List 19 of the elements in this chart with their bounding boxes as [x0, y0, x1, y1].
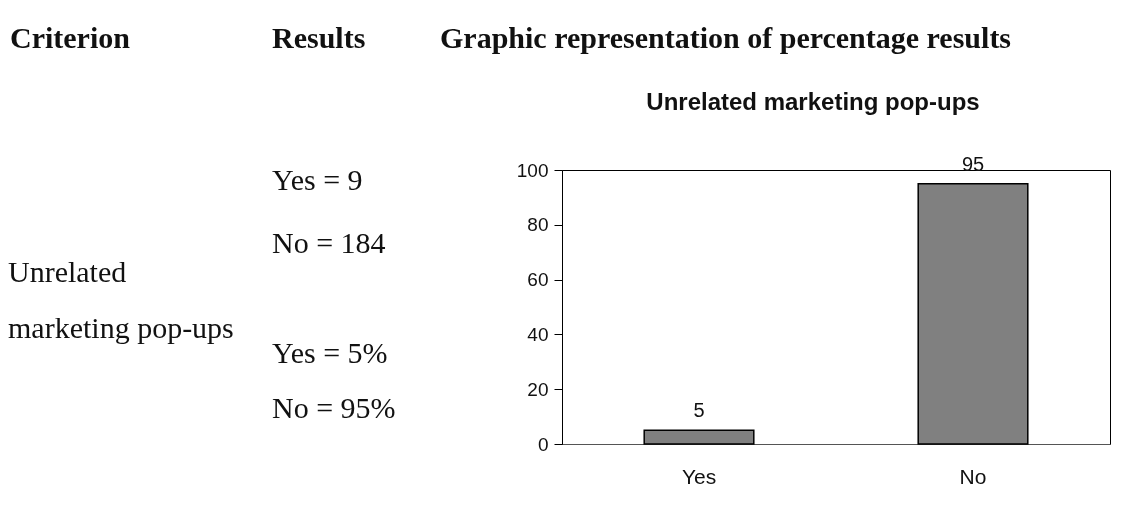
text: No = 95%	[272, 391, 396, 424]
text: Criterion	[10, 21, 130, 54]
y-tick-label: 0	[537, 433, 549, 455]
text: Yes = 5%	[272, 336, 388, 369]
x-tick-label: No	[959, 464, 987, 488]
x-tick-label: Yes	[681, 464, 717, 488]
y-tick-label: 100	[516, 159, 549, 181]
text: Graphic representation of percentage results	[440, 21, 1012, 54]
text: No = 184	[272, 226, 386, 259]
text: Yes = 9	[272, 163, 363, 196]
chart-title: Unrelated marketing pop-ups	[646, 87, 980, 115]
data-label: 5	[693, 399, 705, 422]
y-tick-label: 40	[527, 323, 549, 345]
data-label: 95	[961, 152, 985, 175]
y-tick-label: 20	[527, 378, 549, 400]
text: Unrelated marketing pop-ups	[8, 254, 235, 346]
y-tick-label: 60	[527, 269, 549, 291]
y-tick-label: 80	[527, 214, 549, 236]
text: Results	[272, 21, 366, 54]
